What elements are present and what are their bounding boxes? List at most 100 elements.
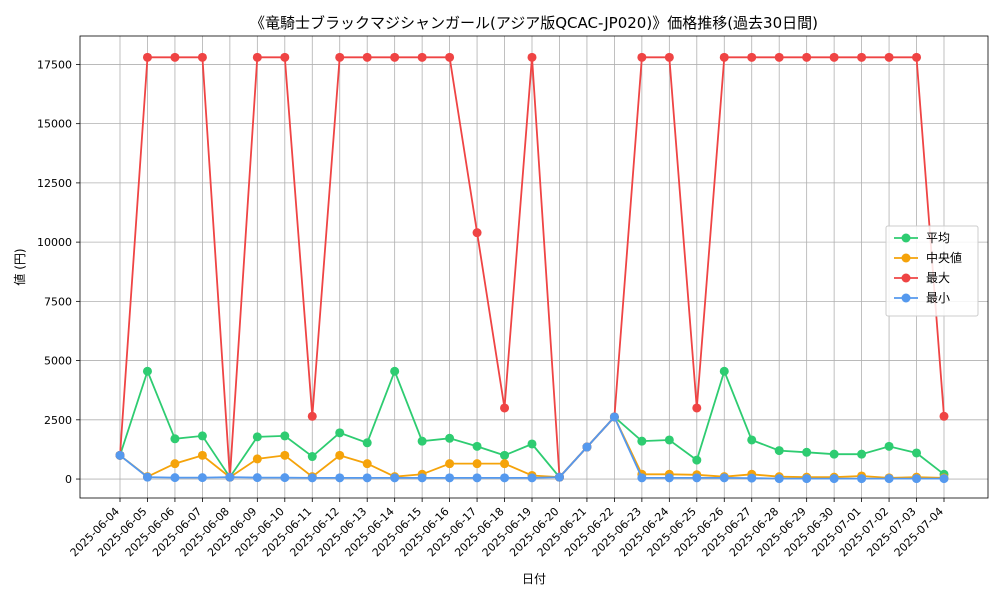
data-point [857,474,867,484]
data-point [637,436,647,446]
data-point [527,473,537,483]
data-point [252,454,262,464]
data-point [582,442,592,452]
data-point [280,431,290,441]
data-point [719,473,729,483]
data-point [142,52,152,62]
data-point [417,52,427,62]
data-point [664,52,674,62]
data-point [445,52,455,62]
data-point [362,459,372,469]
y-axis-label: 値 (円) [12,248,27,285]
legend-label: 平均 [926,231,950,245]
legend-label: 中央値 [926,250,962,265]
data-point [417,436,427,446]
data-point [280,450,290,460]
data-point [335,52,345,62]
data-point [829,449,839,459]
data-point [307,411,317,421]
data-point [637,52,647,62]
x-axis-label: 日付 [522,572,546,586]
data-point [500,459,510,469]
data-point [197,450,207,460]
data-point [609,412,619,422]
data-point [912,448,922,458]
data-point [637,473,647,483]
legend-box [885,225,979,317]
data-point [445,473,455,483]
y-tick-label: 17500 [37,58,72,71]
data-point [170,434,180,444]
data-point [692,455,702,465]
data-point [307,473,317,483]
data-point [142,366,152,376]
data-point [252,473,262,483]
data-point [500,403,510,413]
data-point [472,459,482,469]
data-point [527,439,537,449]
data-point [170,473,180,483]
y-tick-label: 0 [65,473,72,486]
series-layer [115,52,949,484]
data-point [362,473,372,483]
y-tick-label: 7500 [44,295,72,308]
data-point [252,432,262,442]
legend-label: 最小 [926,291,950,305]
y-tick-label: 10000 [37,236,72,249]
data-point [912,474,922,484]
data-point [335,450,345,460]
data-point [719,52,729,62]
data-point [747,435,757,445]
data-point [390,366,400,376]
chart-title: 《竜騎士ブラックマジシャンガール(アジア版QCAC-JP020)》価格推移(過去… [250,14,818,32]
data-point [857,52,867,62]
data-point [884,474,894,484]
data-point [692,403,702,413]
data-point [500,473,510,483]
legend-swatch-marker [901,233,911,243]
legend-swatch-marker [901,273,911,283]
y-tick-label: 15000 [37,118,72,131]
data-point [417,473,427,483]
data-point [472,228,482,238]
data-point [280,473,290,483]
data-point [472,473,482,483]
data-point [115,450,125,460]
y-tick-label: 5000 [44,355,72,368]
data-point [362,438,372,448]
data-point [527,52,537,62]
data-point [390,52,400,62]
data-point [362,52,372,62]
data-point [692,473,702,483]
data-point [774,474,784,484]
data-point [142,472,152,482]
data-point [335,473,345,483]
data-point [719,366,729,376]
data-point [774,446,784,456]
data-point [197,473,207,483]
data-point [884,52,894,62]
data-point [884,441,894,451]
data-point [445,433,455,443]
data-point [554,472,564,482]
data-point [802,52,812,62]
data-point [912,52,922,62]
data-point [664,435,674,445]
data-point [170,52,180,62]
data-point [747,473,757,483]
data-point [307,452,317,462]
data-point [197,431,207,441]
data-point [829,474,839,484]
series-3 [115,412,949,484]
data-point [445,459,455,469]
data-point [197,52,207,62]
data-point [939,474,949,484]
grid [80,36,988,498]
data-point [170,459,180,469]
data-point [664,473,674,483]
legend-swatch-marker [901,253,911,263]
data-point [857,449,867,459]
data-point [500,450,510,460]
y-tick-label: 2500 [44,414,72,427]
